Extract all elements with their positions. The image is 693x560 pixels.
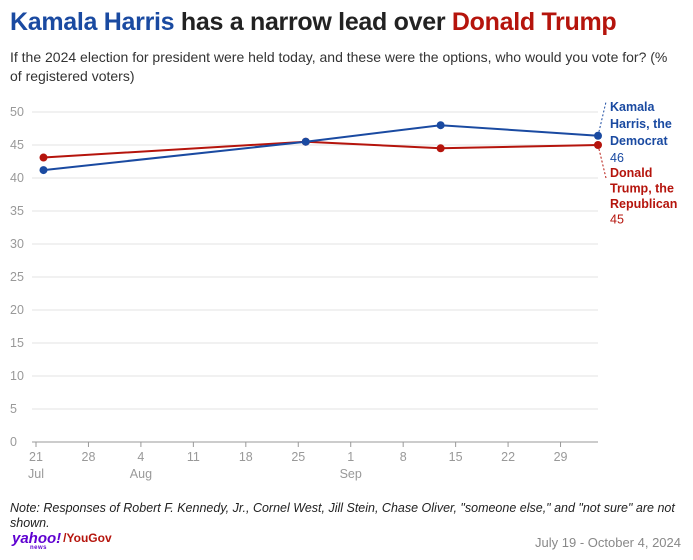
logo-separator: /	[63, 531, 67, 545]
chart-title: Kamala Harris has a narrow lead over Don…	[10, 8, 617, 37]
series-name-label: Trump, the	[610, 182, 674, 196]
y-tick-label: 20	[10, 303, 24, 317]
source-logo: yahoo! news / YouGov	[12, 530, 112, 551]
y-tick-label: 0	[10, 435, 17, 449]
y-tick-label: 50	[10, 105, 24, 119]
x-tick-label: 29	[554, 450, 568, 464]
y-tick-label: 25	[10, 270, 24, 284]
title-middle: has a narrow lead over	[174, 8, 452, 36]
title-trump: Donald Trump	[451, 8, 617, 36]
series-name-label: Republican	[610, 197, 677, 211]
x-tick-label: 1	[347, 450, 354, 464]
data-point	[436, 144, 445, 153]
series-value-label: 46	[610, 151, 624, 165]
date-range: July 19 - October 4, 2024	[535, 535, 681, 550]
x-tick-label: 21	[29, 450, 43, 464]
series-layer	[39, 121, 602, 175]
x-tick-label: 11	[187, 450, 200, 464]
chart-subtitle: If the 2024 election for president were …	[10, 49, 668, 84]
series-name-label: Donald	[610, 166, 652, 180]
line-chart: 0 5 10 15 20 25 30 35 40 45 50 21 Jul 28 4 Aug 11 18 25 1 Se…	[10, 100, 677, 481]
x-tick-label: 8	[400, 450, 407, 464]
x-month-label: Jul	[28, 467, 44, 481]
footnote: Note: Responses of Robert F. Kennedy, Jr…	[10, 501, 675, 530]
series-value-label: 45	[610, 213, 624, 227]
title-harris: Kamala Harris	[10, 8, 175, 36]
x-month-label: Aug	[130, 467, 152, 481]
y-tick-label: 5	[10, 402, 17, 416]
series-line	[43, 124, 599, 172]
x-tick-label: 18	[239, 450, 253, 464]
x-tick-label: 22	[501, 450, 515, 464]
tick-labels: 0 5 10 15 20 25 30 35 40 45 50 21 Jul 28 4 Aug 11 18 25 1 Se…	[10, 105, 568, 481]
y-tick-label: 35	[10, 204, 24, 218]
x-tick-label: 15	[449, 450, 463, 464]
yougov-logo: YouGov	[66, 531, 112, 545]
y-tick-label: 15	[10, 336, 24, 350]
y-tick-label: 45	[10, 138, 24, 152]
y-tick-label: 40	[10, 171, 24, 185]
label-leader	[597, 101, 607, 136]
yahoo-logo: yahoo!	[12, 530, 62, 547]
x-tick-label: 25	[291, 450, 305, 464]
yahoo-news-label: news	[30, 545, 48, 551]
label-leader	[597, 144, 607, 179]
x-month-label: Sep	[340, 467, 362, 481]
series-name-label: Democrat	[610, 134, 668, 148]
data-point	[436, 121, 445, 130]
y-tick-label: 30	[10, 237, 24, 251]
y-tick-label: 10	[10, 369, 24, 383]
x-tick-label: 4	[137, 450, 144, 464]
data-point	[39, 166, 48, 175]
data-point	[39, 153, 48, 162]
series-line	[43, 140, 599, 159]
grid-layer	[32, 111, 598, 447]
x-tick-label: 28	[82, 450, 96, 464]
series-name-label: Kamala	[610, 100, 656, 114]
data-point	[301, 137, 310, 146]
series-name-label: Harris, the	[610, 117, 672, 131]
